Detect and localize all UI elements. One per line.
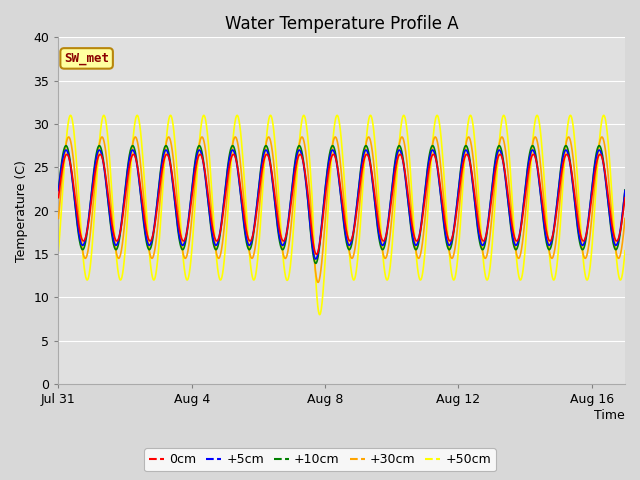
X-axis label: Time: Time	[595, 409, 625, 422]
Y-axis label: Temperature (C): Temperature (C)	[15, 160, 28, 262]
Title: Water Temperature Profile A: Water Temperature Profile A	[225, 15, 458, 33]
Legend: 0cm, +5cm, +10cm, +30cm, +50cm: 0cm, +5cm, +10cm, +30cm, +50cm	[144, 448, 496, 471]
Text: SW_met: SW_met	[64, 52, 109, 65]
